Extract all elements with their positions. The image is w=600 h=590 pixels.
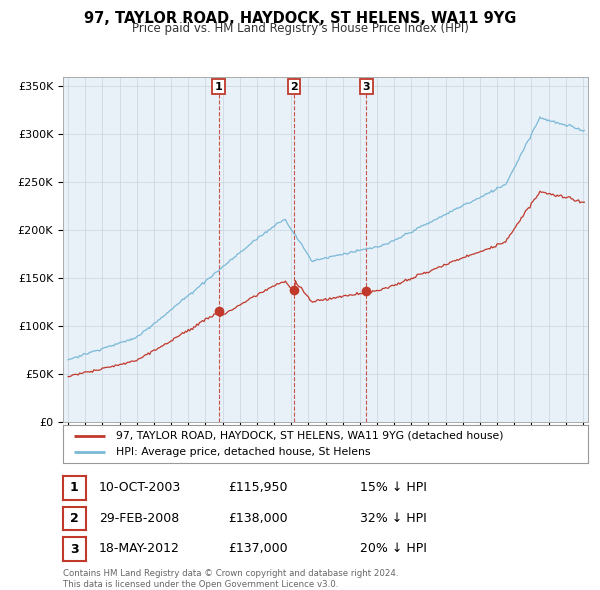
Text: 15% ↓ HPI: 15% ↓ HPI	[360, 481, 427, 494]
Text: 3: 3	[362, 82, 370, 92]
Text: 10-OCT-2003: 10-OCT-2003	[99, 481, 181, 494]
Text: 97, TAYLOR ROAD, HAYDOCK, ST HELENS, WA11 9YG: 97, TAYLOR ROAD, HAYDOCK, ST HELENS, WA1…	[84, 11, 516, 25]
Text: 1: 1	[215, 82, 223, 92]
Text: Contains HM Land Registry data © Crown copyright and database right 2024.
This d: Contains HM Land Registry data © Crown c…	[63, 569, 398, 589]
Text: HPI: Average price, detached house, St Helens: HPI: Average price, detached house, St H…	[115, 447, 370, 457]
Text: 2: 2	[70, 512, 79, 525]
Text: Price paid vs. HM Land Registry's House Price Index (HPI): Price paid vs. HM Land Registry's House …	[131, 22, 469, 35]
Text: 97, TAYLOR ROAD, HAYDOCK, ST HELENS, WA11 9YG (detached house): 97, TAYLOR ROAD, HAYDOCK, ST HELENS, WA1…	[115, 431, 503, 441]
Text: 3: 3	[70, 543, 79, 556]
Text: 2: 2	[290, 82, 298, 92]
Text: £138,000: £138,000	[228, 512, 287, 525]
Text: £115,950: £115,950	[228, 481, 287, 494]
Text: 18-MAY-2012: 18-MAY-2012	[99, 542, 180, 555]
Text: £137,000: £137,000	[228, 542, 287, 555]
Text: 32% ↓ HPI: 32% ↓ HPI	[360, 512, 427, 525]
Text: 29-FEB-2008: 29-FEB-2008	[99, 512, 179, 525]
Text: 20% ↓ HPI: 20% ↓ HPI	[360, 542, 427, 555]
Text: 1: 1	[70, 481, 79, 494]
